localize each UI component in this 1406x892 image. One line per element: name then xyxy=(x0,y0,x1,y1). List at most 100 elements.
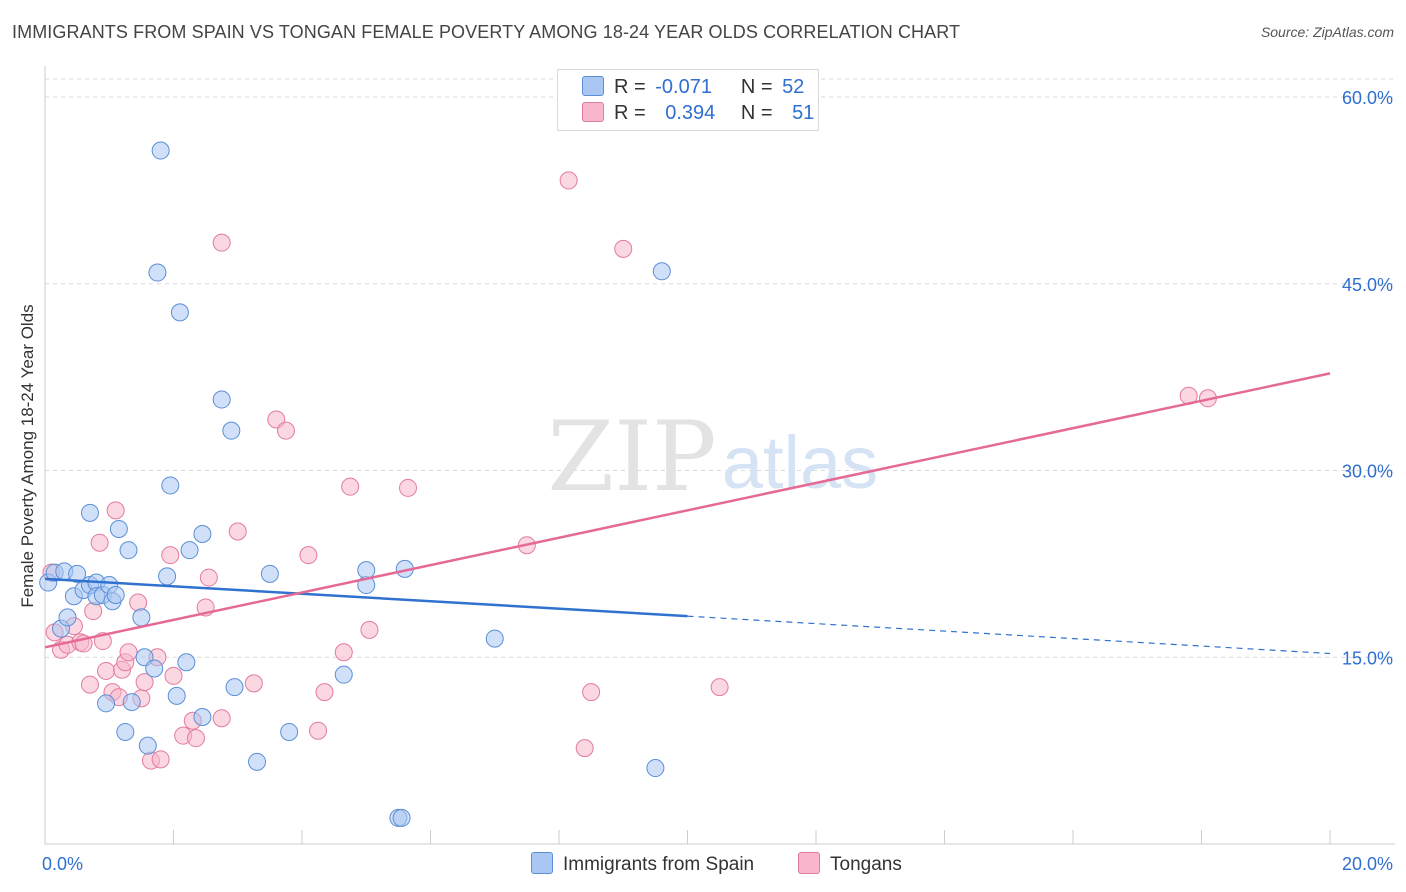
tongan-point-45 xyxy=(559,171,578,190)
y-axis-label: Female Poverty Among 18-24 Year Olds xyxy=(18,304,37,608)
spain-point-33 xyxy=(193,708,212,727)
spain-point-49 xyxy=(652,262,671,281)
spain-point-45 xyxy=(392,808,411,827)
spain-n-value: 52 xyxy=(782,76,805,98)
watermark-atlas: atlas xyxy=(722,421,878,504)
tongan-point-17 xyxy=(119,643,138,662)
spain-point-6 xyxy=(68,564,87,583)
spain-point-32 xyxy=(180,541,199,560)
watermark-zip: ZIP xyxy=(547,401,716,513)
spain-point-35 xyxy=(212,390,231,409)
tongan-point-24 xyxy=(161,546,180,565)
tongan-point-43 xyxy=(399,478,418,497)
spain-point-41 xyxy=(334,665,353,684)
spain-point-9 xyxy=(80,503,99,522)
spain-point-26 xyxy=(151,141,170,160)
tongan-point-47 xyxy=(582,683,601,702)
spain-point-17 xyxy=(109,520,128,539)
spain-point-27 xyxy=(158,567,177,586)
spain-point-38 xyxy=(248,752,267,771)
correlation-legend: R = -0.071 N = 52 R = 0.394 N = 51 xyxy=(557,69,819,131)
spain-point-25 xyxy=(148,263,167,282)
spain-points xyxy=(39,141,671,827)
y-tick-label-30: 30.0% xyxy=(1342,462,1393,482)
tongan-legend-swatch xyxy=(798,852,820,874)
tongan-legend-label: Tongans xyxy=(830,854,902,875)
spain-point-23 xyxy=(138,736,157,755)
tick-labels: 15.0% 30.0% 45.0% 60.0% 0.0% 20.0% xyxy=(42,88,1393,874)
tongan-point-28 xyxy=(186,729,205,748)
spain-point-24 xyxy=(145,659,164,678)
tongan-point-36 xyxy=(276,421,295,440)
spain-swatch xyxy=(582,76,604,96)
spain-point-13 xyxy=(97,694,116,713)
spain-point-36 xyxy=(222,421,241,440)
spain-point-40 xyxy=(280,722,299,741)
tongan-point-8 xyxy=(84,602,103,621)
spain-point-47 xyxy=(485,629,504,648)
x-tick-label-0: 0.0% xyxy=(42,854,83,874)
y-tick-label-15: 15.0% xyxy=(1342,648,1393,668)
spain-point-19 xyxy=(119,541,138,560)
spain-point-16 xyxy=(106,586,125,604)
gridlines xyxy=(45,78,1395,658)
legend-item-tongans[interactable]: Tongans xyxy=(798,852,902,876)
trend-lines xyxy=(44,372,1331,655)
tongan-swatch xyxy=(582,102,604,122)
tongan-trend-line xyxy=(44,372,1331,649)
watermark: ZIP atlas xyxy=(547,401,878,513)
tongan-point-46 xyxy=(575,739,594,758)
tongan-n-value: 51 xyxy=(792,102,815,124)
tongan-point-42 xyxy=(360,620,379,639)
spain-point-39 xyxy=(260,564,279,583)
tongan-point-34 xyxy=(244,674,263,693)
spain-n-label: N = xyxy=(740,76,773,98)
spain-trend-line xyxy=(44,577,688,618)
tongan-point-41 xyxy=(341,477,360,496)
spain-legend-label: Immigrants from Spain xyxy=(563,854,755,875)
chart-title: IMMIGRANTS FROM SPAIN VS TONGAN FEMALE P… xyxy=(12,22,961,42)
tongan-r-label: R = xyxy=(614,102,646,124)
tongan-point-9 xyxy=(90,533,109,552)
spain-r-label: R = xyxy=(614,76,646,98)
legend-row-tongan: R = 0.394 N = 51 xyxy=(582,102,814,126)
tongan-point-31 xyxy=(212,233,231,252)
tongan-n-label: N = xyxy=(740,102,773,124)
source-credit: Source: ZipAtlas.com xyxy=(1260,24,1394,40)
spain-point-31 xyxy=(177,653,196,672)
spain-point-29 xyxy=(167,686,186,705)
tongan-point-40 xyxy=(334,643,353,662)
tongan-point-11 xyxy=(97,661,116,680)
spain-point-4 xyxy=(58,608,77,627)
tongan-point-25 xyxy=(164,666,183,685)
tongan-point-49 xyxy=(710,678,729,697)
axes xyxy=(44,66,1395,845)
y-tick-label-45: 45.0% xyxy=(1342,275,1393,295)
tongan-point-33 xyxy=(228,522,247,541)
tongan-point-7 xyxy=(80,675,99,694)
tongan-point-38 xyxy=(309,721,328,740)
tongan-point-30 xyxy=(199,568,218,587)
spain-r-value: -0.071 xyxy=(655,76,712,98)
spain-point-34 xyxy=(193,524,212,543)
legend-row-spain: R = -0.071 N = 52 xyxy=(582,76,804,100)
spain-point-37 xyxy=(225,678,244,697)
spain-point-21 xyxy=(132,608,151,627)
spain-point-18 xyxy=(116,722,135,741)
legend-item-spain[interactable]: Immigrants from Spain xyxy=(531,852,754,876)
tongan-point-13 xyxy=(106,501,125,520)
tongan-point-32 xyxy=(212,709,231,728)
tongan-point-20 xyxy=(135,673,154,692)
spain-legend-swatch xyxy=(531,852,553,874)
y-tick-label-60: 60.0% xyxy=(1342,88,1393,108)
spain-point-28 xyxy=(161,476,180,495)
tongan-r-value: 0.394 xyxy=(665,102,716,124)
tongan-point-37 xyxy=(299,546,318,565)
x-tick-label-20: 20.0% xyxy=(1342,854,1393,874)
spain-trend-extension xyxy=(687,615,1331,655)
spain-point-20 xyxy=(122,693,141,712)
spain-point-48 xyxy=(646,759,665,778)
tongan-point-18 xyxy=(129,593,148,612)
tongan-point-48 xyxy=(614,239,633,258)
